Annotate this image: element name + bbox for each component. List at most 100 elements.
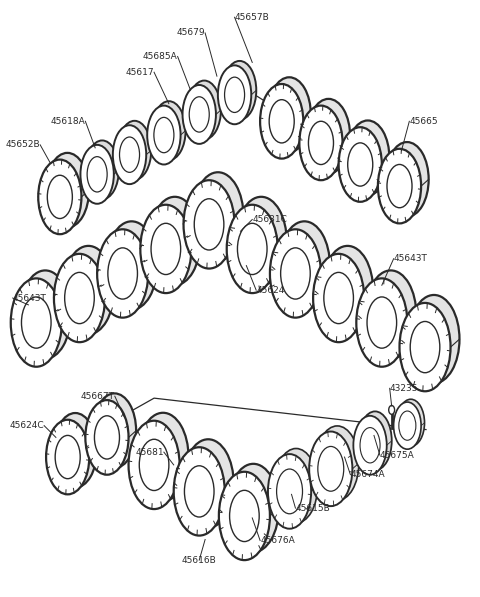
Ellipse shape [353, 416, 387, 475]
Ellipse shape [97, 229, 148, 318]
Ellipse shape [22, 297, 51, 348]
Ellipse shape [228, 464, 279, 552]
Ellipse shape [348, 143, 373, 186]
Ellipse shape [229, 73, 250, 108]
Ellipse shape [394, 402, 421, 449]
Ellipse shape [140, 205, 192, 293]
Ellipse shape [397, 399, 424, 447]
Text: 45674A: 45674A [350, 470, 385, 479]
Ellipse shape [54, 413, 97, 488]
Ellipse shape [313, 254, 364, 342]
Ellipse shape [218, 65, 251, 124]
Ellipse shape [367, 297, 396, 348]
Ellipse shape [376, 289, 406, 340]
Ellipse shape [183, 439, 234, 528]
Ellipse shape [223, 61, 256, 120]
Ellipse shape [277, 93, 302, 136]
Ellipse shape [73, 264, 103, 316]
Ellipse shape [399, 411, 416, 440]
Ellipse shape [120, 137, 140, 173]
Ellipse shape [324, 441, 350, 485]
Ellipse shape [189, 97, 209, 132]
Ellipse shape [85, 140, 119, 199]
Ellipse shape [309, 121, 334, 165]
Text: 45617: 45617 [125, 67, 154, 77]
Ellipse shape [289, 240, 319, 291]
Ellipse shape [184, 466, 214, 517]
Ellipse shape [365, 270, 416, 359]
Ellipse shape [137, 413, 189, 501]
Ellipse shape [81, 145, 114, 204]
Ellipse shape [92, 152, 112, 187]
Ellipse shape [355, 136, 380, 180]
Ellipse shape [276, 469, 302, 514]
Text: 45624C: 45624C [10, 421, 44, 430]
Ellipse shape [275, 448, 318, 523]
Ellipse shape [102, 409, 127, 453]
Ellipse shape [333, 264, 362, 316]
Ellipse shape [309, 432, 352, 506]
Text: 43235: 43235 [390, 384, 418, 393]
Ellipse shape [307, 99, 350, 174]
Ellipse shape [268, 77, 311, 152]
Ellipse shape [219, 472, 270, 560]
Ellipse shape [148, 431, 178, 482]
Ellipse shape [246, 216, 276, 267]
Text: 45643T: 45643T [394, 254, 428, 263]
Ellipse shape [378, 149, 421, 223]
Text: 45667T: 45667T [81, 392, 115, 401]
Ellipse shape [151, 223, 180, 275]
Ellipse shape [239, 482, 268, 534]
Ellipse shape [85, 400, 129, 475]
Ellipse shape [318, 447, 344, 491]
Ellipse shape [129, 421, 180, 509]
Text: 45675A: 45675A [380, 451, 415, 460]
Ellipse shape [154, 118, 174, 153]
Ellipse shape [389, 405, 395, 414]
Ellipse shape [160, 216, 190, 267]
Ellipse shape [269, 100, 294, 143]
Ellipse shape [268, 454, 311, 529]
Ellipse shape [419, 313, 449, 365]
Ellipse shape [324, 272, 353, 324]
Ellipse shape [117, 240, 146, 291]
Ellipse shape [270, 229, 321, 318]
Ellipse shape [194, 199, 224, 250]
Text: 45657B: 45657B [235, 13, 269, 21]
Text: 45685A: 45685A [143, 52, 178, 61]
Ellipse shape [20, 270, 71, 359]
Ellipse shape [48, 176, 72, 219]
Ellipse shape [65, 272, 94, 324]
Ellipse shape [281, 248, 310, 299]
Text: 45615B: 45615B [296, 504, 330, 513]
Ellipse shape [359, 411, 392, 470]
Ellipse shape [238, 223, 267, 275]
Ellipse shape [182, 85, 216, 144]
Ellipse shape [300, 106, 343, 180]
Ellipse shape [113, 125, 146, 184]
Ellipse shape [279, 221, 330, 310]
Ellipse shape [118, 121, 151, 180]
Text: 45616B: 45616B [182, 556, 216, 565]
Ellipse shape [229, 490, 259, 541]
Ellipse shape [159, 113, 179, 148]
Ellipse shape [124, 133, 144, 168]
Ellipse shape [365, 423, 385, 458]
Ellipse shape [152, 101, 186, 160]
Text: 45624: 45624 [256, 285, 285, 295]
Ellipse shape [46, 420, 89, 494]
Ellipse shape [322, 246, 373, 334]
Ellipse shape [194, 93, 214, 128]
Ellipse shape [283, 463, 309, 508]
Ellipse shape [399, 303, 451, 391]
Ellipse shape [183, 180, 235, 269]
Ellipse shape [188, 81, 221, 140]
Ellipse shape [93, 393, 136, 468]
Ellipse shape [408, 295, 459, 383]
Ellipse shape [139, 439, 169, 491]
Text: 45676A: 45676A [260, 536, 295, 545]
Text: 45681: 45681 [135, 448, 164, 457]
Ellipse shape [227, 205, 278, 293]
Ellipse shape [346, 121, 389, 195]
Ellipse shape [55, 168, 80, 212]
